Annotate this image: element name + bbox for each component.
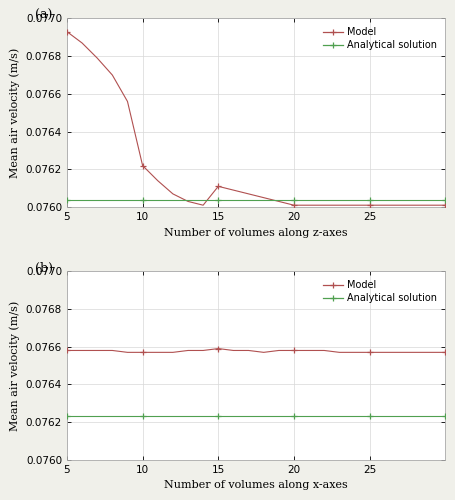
Legend: Model, Analytical solution: Model, Analytical solution xyxy=(319,24,440,54)
Y-axis label: Mean air velocity (m/s): Mean air velocity (m/s) xyxy=(10,300,20,430)
X-axis label: Number of volumes along z-axes: Number of volumes along z-axes xyxy=(164,228,348,237)
X-axis label: Number of volumes along x-axes: Number of volumes along x-axes xyxy=(164,480,348,490)
Text: (b): (b) xyxy=(35,262,53,275)
Legend: Model, Analytical solution: Model, Analytical solution xyxy=(319,276,440,307)
Text: (a): (a) xyxy=(35,9,52,22)
Y-axis label: Mean air velocity (m/s): Mean air velocity (m/s) xyxy=(10,48,20,178)
